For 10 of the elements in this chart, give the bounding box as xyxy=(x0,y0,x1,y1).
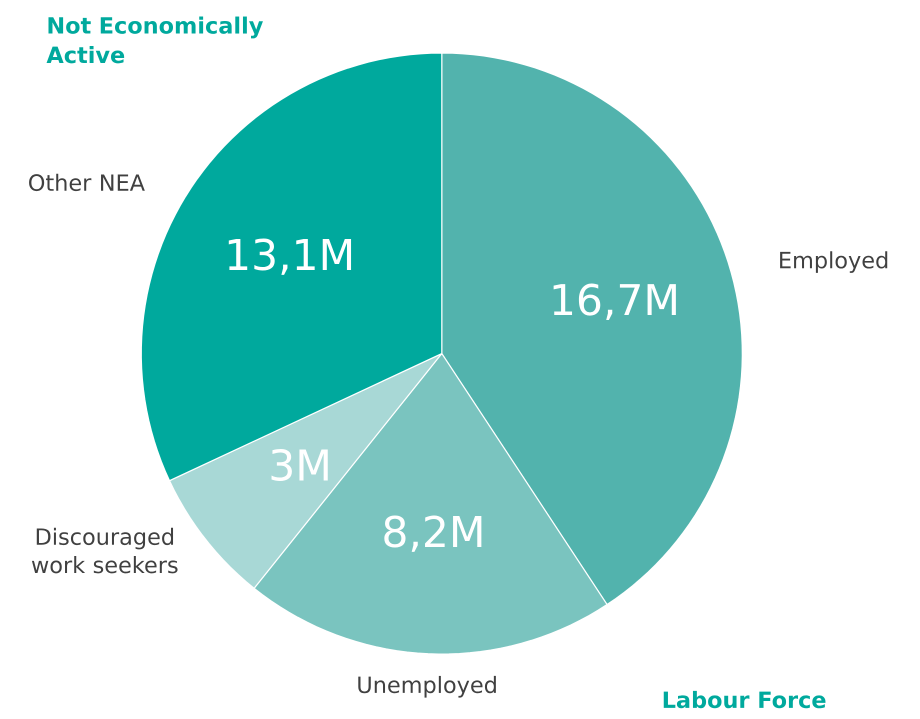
data-label: 16,7M xyxy=(554,283,676,320)
slice-label: Discouraged work seekers xyxy=(32,528,178,574)
data-label: 13,1M xyxy=(228,238,352,275)
slice-label: Other NEA xyxy=(29,174,145,191)
data-label: 3M xyxy=(272,448,328,481)
text: Not Economically Active xyxy=(46,16,263,64)
data-label: 8,2M xyxy=(384,515,482,552)
slice-label: Unemployed xyxy=(358,676,496,698)
slice-label: Employed xyxy=(780,251,888,273)
text: Labour Force xyxy=(664,690,826,708)
